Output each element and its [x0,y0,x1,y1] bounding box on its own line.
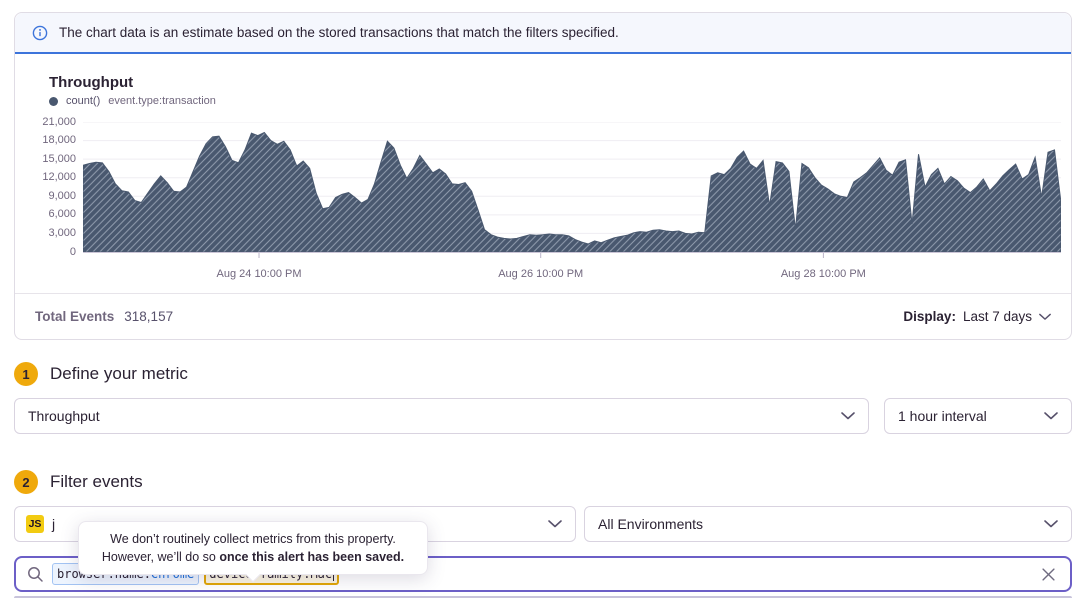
clear-search-button[interactable] [1038,564,1059,585]
total-events-value: 318,157 [124,309,174,324]
banner-text: The chart data is an estimate based on t… [59,25,619,40]
javascript-platform-icon: JS [26,515,44,533]
x-axis-label: Aug 24 10:00 PM [216,268,302,280]
chart-footer: Total Events 318,157 Display: Last 7 day… [15,293,1071,339]
interval-select-value: 1 hour interval [898,408,987,424]
autocomplete-dropdown-edge [14,596,1072,598]
series-bullet-icon [49,96,58,106]
section-define-metric: 1 Define your metric [14,362,1072,386]
project-select-value: j [52,516,56,532]
environment-select[interactable]: All Environments [584,506,1072,542]
display-label: Display: [903,309,956,324]
chevron-down-icon [1044,520,1058,528]
x-axis-label: Aug 28 10:00 PM [780,268,866,280]
metric-row: Throughput 1 hour interval [14,398,1072,434]
display-period-dropdown[interactable]: Display: Last 7 days [903,309,1051,324]
y-axis-label: 6,000 [48,208,76,221]
chevron-down-icon [1039,313,1051,321]
x-axis-label: Aug 26 10:00 PM [498,268,584,280]
environment-select-value: All Environments [598,516,704,532]
section-title-filter: Filter events [50,472,143,491]
legend-filter: event.type:transaction [108,95,216,107]
chart-area: 21,000 18,000 15,000 12,000 9,000 6,000 3,000 0… [25,116,1061,293]
info-banner: The chart data is an estimate based on t… [15,13,1071,54]
metric-select-value: Throughput [28,408,100,424]
y-axis-label: 0 [69,245,76,258]
chart-section: Throughput count() event.type:transactio… [15,54,1071,293]
y-axis: 21,000 18,000 15,000 12,000 9,000 6,000 3,000 0 [25,116,83,293]
metric-property-tooltip: We don’t routinely collect metrics from … [78,521,428,583]
chart-card: The chart data is an estimate based on t… [14,12,1072,340]
y-axis-label: 3,000 [48,226,76,239]
info-icon [32,25,48,41]
y-axis-label: 12,000 [42,171,76,184]
chevron-down-icon [548,520,562,528]
section-filter-events: 2 Filter events [14,470,1072,494]
legend-series: count() [66,95,101,107]
total-events-label: Total Events [35,309,115,324]
step-1-badge: 1 [14,362,38,386]
tooltip-line-2: However, we’ll do so once this alert has… [101,550,405,565]
chevron-down-icon [1044,412,1058,420]
chevron-down-icon [841,412,855,420]
y-axis-label: 21,000 [42,115,76,128]
display-value: Last 7 days [962,309,1032,324]
search-icon [27,566,44,583]
interval-select[interactable]: 1 hour interval [884,398,1072,434]
total-events: Total Events 318,157 [35,309,173,324]
chart-plot: Aug 24 10:00 PM Aug 26 10:00 PM Aug 28 10:… [83,122,1061,293]
chart-title: Throughput [49,74,134,91]
step-2-badge: 2 [14,470,38,494]
y-axis-label: 18,000 [42,134,76,147]
tooltip-bold-text: once this alert has been saved. [219,550,405,565]
metric-select[interactable]: Throughput [14,398,869,434]
chart-legend: count() event.type:transaction [49,94,1061,108]
throughput-area-chart [83,122,1061,258]
y-axis-label: 9,000 [48,189,76,202]
tooltip-line-1: We don’t routinely collect metrics from … [110,532,396,546]
y-axis-label: 15,000 [42,152,76,165]
x-axis: Aug 24 10:00 PM Aug 26 10:00 PM Aug 28 10:… [83,259,1061,293]
section-title-metric: Define your metric [50,364,188,383]
